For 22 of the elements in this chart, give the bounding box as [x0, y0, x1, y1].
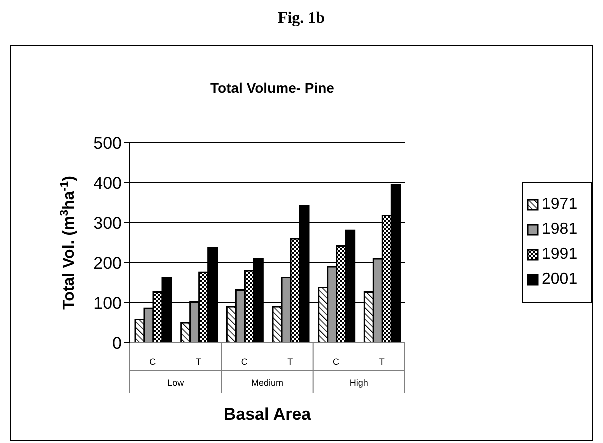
chart-title: Fig. 1b: [276, 10, 326, 28]
legend-label: 1981: [542, 221, 578, 239]
x-tick-label: T: [288, 357, 294, 367]
y-tick-label: 100: [94, 294, 122, 314]
x-tick-label: C: [333, 357, 340, 367]
y-tick-label: 400: [94, 174, 122, 194]
x-tick-label: T: [196, 357, 202, 367]
chart-subtitle: Total Volume- Pine: [210, 80, 336, 96]
x-tick-label: T: [379, 357, 386, 367]
x-tick-label: C: [150, 357, 157, 367]
legend-label: 1971: [542, 196, 578, 214]
y-tick-label: 500: [94, 134, 122, 154]
legend-label: 1991: [542, 246, 578, 264]
legend-label: 2001: [542, 271, 578, 289]
text: High: [350, 378, 368, 388]
text: Medium: [251, 378, 284, 388]
y-tick-label: 300: [94, 214, 122, 234]
x-tick-label: C: [241, 357, 248, 367]
text: Low: [168, 378, 185, 388]
x-axis-title: Basal Area: [224, 405, 312, 424]
y-tick-label: 200: [94, 254, 122, 274]
y-tick-label: 0: [112, 334, 122, 354]
